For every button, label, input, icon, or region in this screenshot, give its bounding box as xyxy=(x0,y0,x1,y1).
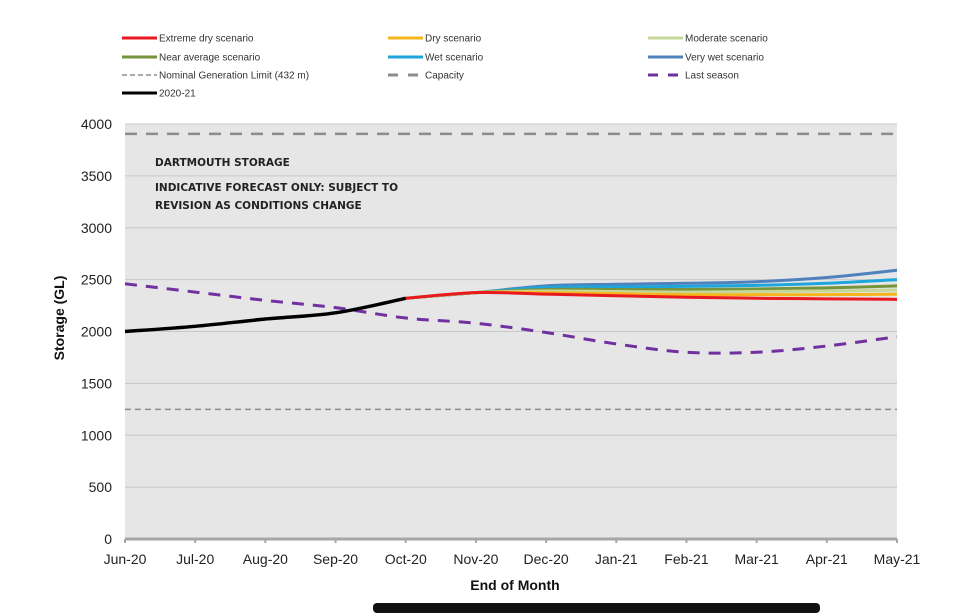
legend-label: Moderate scenario xyxy=(685,34,768,45)
legend-item-moderate-scenario[interactable]: Moderate scenario xyxy=(648,34,768,45)
x-tick-label: Dec-20 xyxy=(524,551,569,567)
legend-item-very-wet-scenario[interactable]: Very wet scenario xyxy=(648,53,764,64)
y-tick-label: 500 xyxy=(89,479,113,495)
y-axis-title: Storage (GL) xyxy=(51,276,67,361)
legend: Extreme dry scenario Dry scenario Moderate… xyxy=(122,34,768,100)
x-tick-label: Feb-21 xyxy=(664,551,709,567)
y-tick-label: 2500 xyxy=(81,272,112,288)
y-tick-label: 3000 xyxy=(81,220,112,236)
series-lines xyxy=(124,268,898,355)
legend-item-nominal-generation-limit-432-m[interactable]: Nominal Generation Limit (432 m) xyxy=(122,71,309,82)
x-tick-label: Jan-21 xyxy=(595,551,638,567)
legend-item-near-average-scenario[interactable]: Near average scenario xyxy=(122,53,261,64)
x-tick-label: Sep-20 xyxy=(313,551,358,567)
legend-label: 2020-21 xyxy=(159,89,196,100)
annotation-line-1: INDICATIVE FORECAST ONLY: SUBJECT TO xyxy=(155,182,398,194)
legend-item-extreme-dry-scenario[interactable]: Extreme dry scenario xyxy=(122,34,254,45)
reference-lines xyxy=(125,132,897,411)
caption-bar xyxy=(373,603,820,613)
series-line-extreme-dry-scenario xyxy=(405,290,898,301)
x-tick-label: Mar-21 xyxy=(734,551,779,567)
legend-label: Nominal Generation Limit (432 m) xyxy=(159,71,309,82)
x-tick-label: May-21 xyxy=(874,551,921,567)
x-tick-label: Oct-20 xyxy=(385,551,427,567)
legend-label: Extreme dry scenario xyxy=(159,34,254,45)
series-line-2020-21 xyxy=(124,296,407,334)
x-tick-label: Aug-20 xyxy=(243,551,288,567)
x-tick-label: Jun-20 xyxy=(104,551,147,567)
legend-item-capacity[interactable]: Capacity xyxy=(388,71,464,82)
y-tick-label: 1000 xyxy=(81,427,112,443)
annotation-title: DARTMOUTH STORAGE xyxy=(155,157,290,169)
legend-item-last-season[interactable]: Last season xyxy=(648,71,739,82)
legend-label: Near average scenario xyxy=(159,53,261,64)
y-tick-label: 2000 xyxy=(81,324,112,340)
legend-item-2020-21[interactable]: 2020-21 xyxy=(122,89,196,100)
annotation-line-2: REVISION AS CONDITIONS CHANGE xyxy=(155,200,362,212)
y-tick-label: 0 xyxy=(104,531,112,547)
annotations: DARTMOUTH STORAGE INDICATIVE FORECAST ON… xyxy=(155,157,398,212)
x-tick-label: Nov-20 xyxy=(453,551,498,567)
axes: 0 500 1000 1500 2000 2500 3000 3500 4000 Jun-20 Ju… xyxy=(81,116,921,567)
y-tick-label: 1500 xyxy=(81,375,112,391)
legend-item-dry-scenario[interactable]: Dry scenario xyxy=(388,34,482,45)
gridlines xyxy=(125,123,897,488)
legend-label: Very wet scenario xyxy=(685,53,764,64)
x-axis-title: End of Month xyxy=(470,577,559,593)
x-tick-label: Apr-21 xyxy=(806,551,848,567)
legend-label: Capacity xyxy=(425,71,464,82)
x-tick-label: Jul-20 xyxy=(176,551,214,567)
y-tick-label: 4000 xyxy=(81,116,112,132)
series-line-last-season xyxy=(124,282,898,355)
y-tick-label: 3500 xyxy=(81,168,112,184)
legend-item-wet-scenario[interactable]: Wet scenario xyxy=(388,53,484,64)
legend-label: Last season xyxy=(685,71,739,82)
legend-label: Dry scenario xyxy=(425,34,482,45)
legend-label: Wet scenario xyxy=(425,53,484,64)
